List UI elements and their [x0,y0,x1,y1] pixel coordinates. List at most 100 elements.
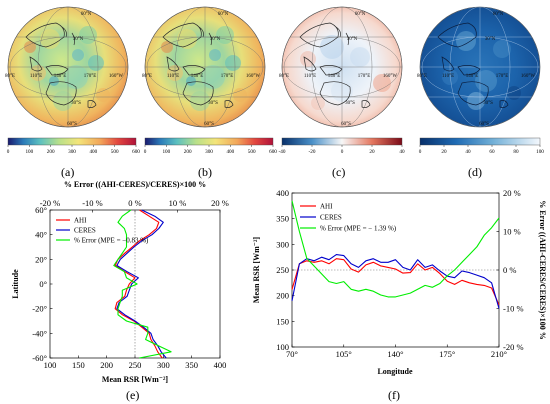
chart-f-ylabel: Mean RSR [Wm⁻²] [252,237,261,304]
y-tick-label: 0° [39,279,47,289]
map-border [281,6,403,128]
panel-label-f: (f) [388,388,400,402]
coastlines [437,22,509,109]
chart-f-right-ylabel: % Error ((AHI-CERES/CERES)×100 % [538,200,547,340]
colorbar-tick-label: 300 [68,149,76,155]
chart-f-x-tick-labels: 70° 105° 140° 175° 210° [286,344,507,359]
panel-label-e: (e) [126,388,139,402]
map-labels-2: 60°N 30°N 30°S 60°S 80°E 110°E 140°E 170°E 160°W [279,12,397,127]
map-graticule-labels: 60°N 30°N 30°S 60°S 80°E 110°E 140°E 170°E 160°W… [5,12,535,127]
chart-f-series [291,200,500,309]
map-panel-d [419,6,541,128]
colorbar-gradient [7,137,137,146]
lat-label: 30°S [483,101,493,106]
y-tick-label: 250 [276,265,289,275]
chart-e-series-ceres [116,209,167,359]
map-border [419,6,541,128]
colorbar-ticks: -40 -20 0 20 40 [279,145,405,155]
colorbar-tick-label: -40 [279,149,286,155]
colorbar-gradient [281,137,403,146]
colorbar-tick-label: 40 [399,149,405,155]
lon-label: 110°E [442,74,454,79]
colorbar-gradient [144,137,274,146]
lon-label: 160°W [383,74,397,79]
lon-label: 80°E [5,74,15,79]
chart-e-ylabel: Latitude [11,269,20,299]
colorbar-tick-label: 20 [369,149,375,155]
y-tick-label: -40° [32,328,47,338]
chart-e-x-tick-labels: 100 150 200 250 300 350 400 [44,355,226,370]
chart-e-series-ahi [114,209,163,359]
x-tick-label: 250 [129,360,142,370]
colorbar-tick-label: 400 [89,149,97,155]
chart-e-series [113,209,172,359]
map-labels-0: 60°N 30°N 30°S 60°S 80°E 110°E 140°E 170°E 160°W [5,12,123,127]
lat-label: 60°S [479,122,489,127]
colorbar-tick-label: 600 [132,149,140,155]
colorbar-tick-label: 200 [184,149,192,155]
map-texture [161,26,247,111]
colorbar-gradient [419,137,541,146]
lat-label: 60°S [204,122,214,127]
lon-label: 170°E [221,74,234,79]
chart-f-y-tick-labels: 100 150 200 250 300 350 400 [276,188,295,352]
chart-f-legend: AHI CERES % Error (MPE = − 1.39 %) [300,203,397,233]
y-tick-label: 350 [276,214,289,224]
legend-label-ahi: AHI [320,203,333,211]
lat-label: 30°S [208,101,218,106]
panel-label-a: (a) [61,165,74,179]
x-tick-label: 175° [439,349,455,359]
y-tick-label: -60° [32,353,47,363]
top-tick-label: -20 % [40,198,61,208]
y-tick-label: -20° [32,304,47,314]
lat-label: 30°N [485,37,496,42]
panel-label-b: (b) [198,165,212,179]
colorbar-d: 0 20 40 60 80 100 [419,137,544,155]
coastlines [162,22,234,109]
map-border [144,6,266,128]
colorbar-tick-label: 400 [226,149,234,155]
colorbar-tick-label: 100 [162,149,170,155]
coastlines [299,22,371,109]
y-tick-label: 150 [276,316,289,326]
lat-label: 30°S [345,101,355,106]
colorbar-ticks: 0 100 200 300 400 500 600 [7,145,140,155]
map-labels-1: 60°N 30°N 30°S 60°S 80°E 110°E 140°E 170°E 160°W [142,12,260,127]
chart-e-y-tick-labels: 60° 40° 20° 0° -20° -40° -60° [32,205,53,363]
lon-label: 140°E [466,74,479,79]
y-tick-label: 20° [35,254,47,264]
top-tick-label: 20 % [211,198,229,208]
top-tick-label: -10 % [82,198,103,208]
y-tick-label: 200 [276,291,289,301]
lat-label: 60°N [493,12,504,17]
top-tick-label: 10 % [169,198,187,208]
lon-label: 80°E [279,74,289,79]
lon-label: 140°E [328,74,341,79]
right-tick-label: 20 % [503,188,521,198]
lat-label: 60°S [67,122,77,127]
right-tick-label: 0 % [503,265,516,275]
panel-label-c: (c) [332,165,345,179]
chart-f-series-ahi [291,258,500,306]
colorbar-tick-label: 600 [269,149,277,155]
lon-label: 110°E [304,74,316,79]
right-tick-label: -10 % [503,304,524,314]
x-tick-label: 140° [387,349,403,359]
lon-label: 160°W [246,74,260,79]
x-tick-label: 70° [286,349,298,359]
colorbar-ticks: 0 20 40 60 80 100 [419,145,544,155]
lat-label: 30°S [71,101,81,106]
colorbar-tick-label: 0 [7,149,10,155]
lon-label: 160°W [521,74,535,79]
colorbar-ticks: 0 100 200 300 400 500 600 [144,145,277,155]
top-tick-label: 0 % [128,198,141,208]
map-panel-a [7,6,129,128]
map-panel-b [144,6,266,128]
lon-label: 170°E [496,74,509,79]
lon-label: 110°E [30,74,42,79]
lon-label: 110°E [167,74,179,79]
map-labels-3: 60°N 30°N 30°S 60°S 80°E 110°E 140°E 170°E 160°W [417,12,535,127]
y-tick-label: 40° [35,230,47,240]
chart-e-xlabel: Mean RSR [Wm⁻²] [102,375,169,384]
coastlines [25,22,97,109]
